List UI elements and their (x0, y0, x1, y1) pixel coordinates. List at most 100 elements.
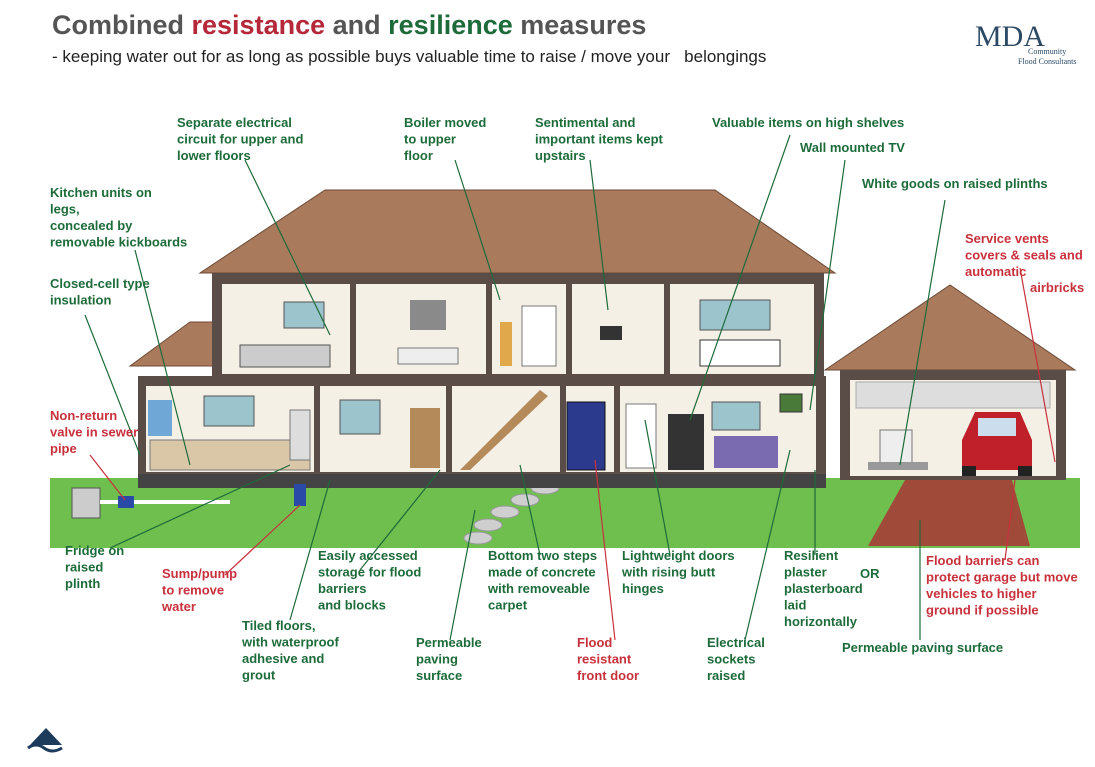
callout-line: covers & seals and (965, 248, 1083, 263)
callout-line: circuit for upper and (177, 132, 303, 147)
callout-line: Permeable (416, 635, 482, 650)
leader-line (809, 159, 846, 411)
leader-line (744, 449, 791, 641)
callout-line: hinges (622, 581, 664, 596)
callout-line: Bottom two steps (488, 548, 597, 563)
callout: Boiler moved to upper floor (404, 115, 486, 163)
footer-icon (27, 728, 63, 753)
callout: Service vents covers & seals and automatic (965, 231, 1083, 279)
driveway (868, 480, 1030, 546)
callout-line: important items kept (535, 132, 664, 147)
leader-line (89, 454, 126, 501)
logo-line: Community (1028, 47, 1066, 56)
callout: Sentimental and important items kept upsta… (535, 115, 664, 163)
callout-line: laid (784, 598, 806, 613)
callout-line: storage for flood (318, 565, 421, 580)
logo-line: Flood Consultants (1018, 57, 1076, 66)
callout-line: plinth (65, 576, 100, 591)
callout-line: lower floors (177, 148, 251, 163)
washing-machine (879, 429, 913, 465)
callout: Kitchen units on legs, concealed by removab… (50, 185, 187, 250)
leader-line (689, 134, 791, 421)
callout-line: automatic (965, 264, 1026, 279)
leader-line (899, 199, 946, 466)
callout-line: plasterboard (784, 581, 863, 596)
leader-line (224, 504, 301, 576)
callout-line: ground if possible (926, 603, 1039, 618)
callout: Fridge on raised plinth (65, 543, 124, 591)
callout: Tiled floors, with waterproof adhesive and… (241, 618, 339, 683)
callout-line: and blocks (318, 598, 386, 613)
callout: Bottom two steps made of concrete with rem… (487, 548, 597, 613)
callout-line: OR (860, 566, 880, 581)
title-part: resilience (388, 10, 513, 40)
callout-line: protect garage but move (926, 570, 1078, 585)
sump (294, 484, 306, 506)
leader-line (1019, 267, 1056, 463)
logo-mark: MDA (975, 20, 1045, 53)
callout-line: Closed-cell type (50, 276, 150, 291)
callout: Closed-cell type insulation (50, 276, 150, 308)
title: Combined resistance and resilience measu… (52, 10, 646, 40)
callout-line: valve in sewer (50, 425, 138, 440)
callout-line: Easily accessed (318, 548, 418, 563)
leader-line (594, 459, 616, 641)
callout: Wall mounted TV (800, 140, 905, 155)
plinth (868, 462, 928, 470)
callout-line: Sump/pump (162, 566, 237, 581)
callout-line: raised (65, 560, 103, 575)
callout: White goods on raised plinths (862, 176, 1048, 191)
callout: Flood resistant front door (577, 635, 639, 683)
callout-line: front door (577, 668, 639, 683)
callout-line: Valuable items on high shelves (712, 115, 904, 130)
callout-line: Kitchen units on (50, 185, 152, 200)
callout-line: made of concrete (488, 565, 596, 580)
callout-line: floor (404, 148, 433, 163)
callout-line: upstairs (535, 148, 586, 163)
callout-line: sockets (707, 652, 755, 667)
callout: airbricks (1030, 280, 1084, 295)
callout-line: water (161, 599, 196, 614)
callout: Non-return valve in sewer pipe (50, 408, 138, 456)
callout-line: Fridge on (65, 543, 124, 558)
callout: Resilient plaster plasterboard laid horizont… (784, 548, 863, 629)
leader-line (454, 159, 501, 301)
furnishings (148, 299, 803, 471)
callout-line: barriers (318, 581, 366, 596)
callout-line: surface (416, 668, 462, 683)
callout-line: Permeable paving surface (842, 640, 1003, 655)
callout-line: legs, (50, 202, 80, 217)
callout: Valuable items on high shelves (712, 115, 904, 130)
callout-line: vehicles to higher (926, 586, 1037, 601)
leader-line (449, 509, 476, 641)
callout: Flood barriers can protect garage but mov… (926, 553, 1078, 618)
manhole (71, 487, 101, 519)
callout-line: removable kickboards (50, 235, 187, 250)
callout: Lightweight doors with rising butt hinges (621, 548, 735, 596)
callout-line: Lightweight doors (622, 548, 735, 563)
leader-line (644, 419, 671, 556)
callout-line: grout (242, 668, 276, 683)
leader-line (289, 479, 331, 621)
title-part: Combined (52, 10, 184, 40)
callout: Permeable paving surface (842, 640, 1003, 655)
logo: MDA Community Flood Consultants (975, 20, 1076, 66)
callout-line: raised (707, 668, 745, 683)
leader-line (589, 159, 609, 311)
callout: Sump/pump to remove water (161, 566, 237, 614)
leader-line (109, 464, 291, 549)
callout-line: Flood (577, 635, 612, 650)
callout-line: to upper (404, 132, 456, 147)
callout: Separate electrical circuit for upper and… (177, 115, 303, 163)
callout-line: Resilient (784, 548, 839, 563)
callout-line: paving (416, 652, 458, 667)
callout-line: Flood barriers can (926, 553, 1039, 568)
title-part: and (333, 10, 381, 40)
callout-line: Tiled floors, (242, 618, 315, 633)
callout-line: adhesive and (242, 651, 324, 666)
roof (198, 189, 837, 274)
front-door (566, 401, 606, 471)
callout: Permeable paving surface (416, 635, 482, 683)
leader-line (134, 249, 191, 466)
